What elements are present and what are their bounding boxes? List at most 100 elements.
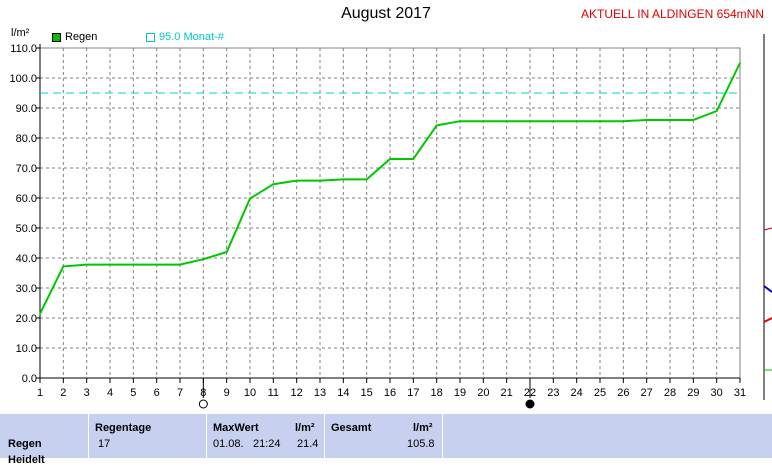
summary-panel [0,414,772,458]
data-point [482,120,485,122]
right-edge-mark-blue [763,285,772,293]
x-tick-label: 24 [571,387,583,399]
maxwert-time: 21:24 [253,438,281,450]
y-tick-label: 100.0 [9,73,37,85]
x-tick-label: 14 [337,387,349,399]
station-label: AKTUELL IN ALDINGEN 654mNN [581,7,764,21]
right-edge-mark-red [763,227,772,231]
y-tick-label: 20.0 [16,313,37,325]
y-tick-label: 10.0 [16,343,37,355]
x-tick-label: 19 [454,387,466,399]
regentage-header: Regentage [95,422,152,434]
data-point [365,178,368,181]
x-tick-label: 15 [361,387,373,399]
data-point [435,124,438,127]
x-tick-label: 11 [268,387,279,399]
x-tick-label: 4 [107,387,113,399]
x-tick-label: 1 [37,387,43,399]
cell-maxwert: MaxWert l/m² 01.08. 21:24 21.4 [206,414,324,458]
x-tick-label: 10 [244,387,256,399]
data-point [412,158,415,160]
x-tick-label: 9 [224,387,230,399]
legend-label-monat: 95.0 Monat-# [159,31,224,43]
x-tick-label: 21 [501,387,513,399]
x-tick-label: 12 [291,387,303,399]
data-point [389,158,391,160]
data-point [109,263,111,266]
data-point [85,263,88,266]
y-tick-label: 50.0 [16,223,37,235]
maxwert-unit: l/m² [295,422,315,434]
legend-label-regen: Regen [65,31,98,43]
data-point [669,119,671,121]
maxwert-value: 21.4 [297,438,319,450]
x-tick-label: 7 [177,387,183,399]
y-tick-label: 90.0 [16,103,37,115]
cell-empty [442,414,764,458]
data-point [622,120,625,122]
full-moon-icon [198,399,208,409]
x-tick-label: 27 [641,387,653,399]
data-point [505,120,508,122]
y-tick-label: 30.0 [16,283,37,295]
x-tick-label: 3 [84,387,90,399]
legend-item-regen: Regen [52,31,97,43]
y-tick-label: 110.0 [10,43,37,55]
right-edge-mark-red-2 [763,317,772,323]
new-moon-icon [525,399,535,409]
x-tick-label: 31 [734,387,746,399]
data-point [715,110,718,112]
x-tick-label: 28 [664,387,676,399]
y-tick-label: 80.0 [16,133,37,145]
data-point [39,313,41,315]
data-point [295,179,298,182]
y-tick-label: 40.0 [16,253,37,265]
y-tick-label: 60.0 [16,193,37,205]
row-label-second: Heidelt [8,454,45,466]
data-point [739,62,741,64]
data-point [575,120,578,122]
data-point [62,265,65,268]
data-point [599,120,601,122]
data-point [132,263,135,266]
data-point [202,258,205,261]
maxwert-date: 01.08. [213,438,244,450]
data-point [459,120,461,122]
data-point [272,183,275,185]
x-tick-label: 5 [130,387,136,399]
cell-gesamt: Gesamt l/m² 105.8 [324,414,442,458]
data-point [342,178,345,181]
gesamt-unit: l/m² [413,422,433,434]
x-tick-label: 29 [687,387,699,399]
legend-swatch-regen [52,32,61,42]
data-point [155,263,158,266]
cell-regentage: Regentage 17 [88,414,206,458]
rain-chart: 1234567891011121314151617181920212223242… [9,34,772,409]
x-tick-label: 23 [547,387,559,399]
x-tick-label: 25 [594,387,606,399]
data-point [692,119,695,121]
row-label-regen: Regen [8,438,42,450]
gesamt-value: 105.8 [407,438,435,450]
regentage-value: 17 [98,438,111,450]
y-tick-label: 70.0 [16,163,37,175]
data-point [225,251,228,253]
gesamt-header: Gesamt [331,422,372,434]
x-tick-label: 13 [314,387,326,399]
x-tick-label: 18 [431,387,443,399]
x-tick-label: 16 [384,387,396,399]
maxwert-header: MaxWert [213,422,259,434]
data-point [645,119,648,121]
y-tick-label: 0.0 [22,373,37,385]
x-tick-label: 30 [711,387,723,399]
data-point [552,120,555,122]
x-tick-label: 20 [477,387,489,399]
x-tick-label: 2 [60,387,66,399]
legend-swatch-monat [146,32,155,42]
x-tick-label: 6 [154,387,160,399]
data-point [319,179,321,182]
x-tick-label: 26 [617,387,629,399]
data-point [529,120,531,122]
chart-title: August 2017 [341,5,431,22]
data-point [179,263,181,266]
